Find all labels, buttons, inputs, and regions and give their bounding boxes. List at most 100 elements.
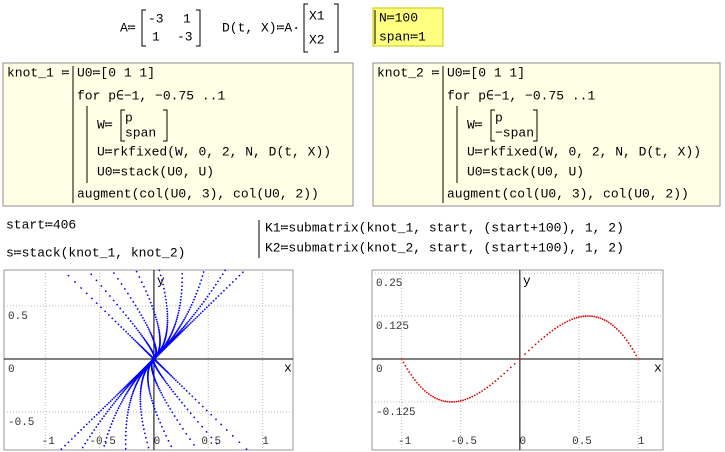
trace-dot xyxy=(116,303,119,306)
trace-dot xyxy=(194,295,197,298)
trace-dot xyxy=(139,333,142,336)
trace-dot xyxy=(611,324,614,327)
trace-dot xyxy=(168,373,171,376)
trace-dot xyxy=(593,315,596,318)
trace-dot xyxy=(210,413,213,416)
trace-dot xyxy=(444,400,447,403)
trace-dot xyxy=(187,320,190,323)
trace-dot xyxy=(402,361,405,364)
trace-dot xyxy=(193,319,195,321)
trace-dot xyxy=(556,326,559,328)
x-tick-label: 0 xyxy=(520,436,527,448)
trace-dot xyxy=(540,338,543,341)
trace-dot xyxy=(573,317,576,320)
trace-dot xyxy=(185,432,188,435)
trace-dot xyxy=(155,381,157,384)
math-text: W≔ xyxy=(97,117,113,132)
trace-dot xyxy=(159,274,162,277)
trace-dot xyxy=(123,389,126,392)
trace-dot xyxy=(112,299,115,302)
trace-dot xyxy=(187,311,190,313)
plot-trace xyxy=(400,315,640,403)
trace-dot xyxy=(166,317,169,320)
trace-dot xyxy=(160,391,162,394)
trace-dot xyxy=(135,270,138,273)
trace-dot xyxy=(70,438,73,440)
math-text: D(t, X)≔A· xyxy=(222,20,300,35)
trace-dot xyxy=(152,405,155,407)
trace-dot xyxy=(60,448,63,451)
trace-dot xyxy=(139,408,142,411)
trace-dot xyxy=(176,314,179,317)
trace-dot xyxy=(410,373,413,376)
trace-dot xyxy=(205,430,208,433)
trace-dot xyxy=(471,395,474,398)
trace-dot xyxy=(127,317,130,320)
x-tick-label: 0.5 xyxy=(572,436,592,448)
trace-dot xyxy=(129,334,132,337)
trace-dot xyxy=(503,372,506,375)
trace-dot xyxy=(184,327,187,330)
trace-dot xyxy=(155,382,158,385)
trace-dot xyxy=(139,396,142,399)
trace-dot xyxy=(228,284,231,286)
trace-dot xyxy=(193,416,196,419)
trace-dot xyxy=(101,417,104,420)
trace-dot xyxy=(217,295,220,297)
trace-dot xyxy=(139,405,142,408)
trace-dot xyxy=(121,388,124,391)
x-tick-label: 1 xyxy=(262,436,269,448)
trace-dot xyxy=(627,342,630,344)
trace-dot xyxy=(205,306,208,309)
trace-dot xyxy=(176,395,179,398)
trace-dot xyxy=(623,336,626,339)
trace-dot xyxy=(131,336,133,339)
trace-dot xyxy=(167,439,170,442)
math-text: span≔1 xyxy=(379,29,426,44)
trace-dot xyxy=(150,397,153,400)
trace-dot xyxy=(114,320,117,323)
trace-dot xyxy=(537,340,540,343)
trace-dot xyxy=(169,408,172,410)
trace-dot xyxy=(162,283,164,286)
trace-dot xyxy=(224,269,226,272)
trace-dot xyxy=(543,335,546,338)
trace-dot xyxy=(184,323,187,326)
trace-dot xyxy=(163,291,166,294)
trace-dot xyxy=(137,329,139,332)
trace-dot xyxy=(103,415,105,418)
trace-dot xyxy=(138,311,141,314)
trace-dot xyxy=(122,328,125,331)
y-tick-label: -0.5 xyxy=(8,417,34,429)
trace-dot xyxy=(208,292,211,295)
trace-dot xyxy=(114,400,117,403)
trace-dot xyxy=(469,396,471,399)
trace-dot xyxy=(110,423,113,425)
trace-dot xyxy=(185,326,188,328)
math-text: K2≔submatrix(knot_2, start, (start+100),… xyxy=(265,240,624,255)
math-text: augment(col(U0, 3), col(U0, 2)) xyxy=(447,186,689,201)
trace-dot xyxy=(128,388,131,390)
trace-dot xyxy=(127,389,130,392)
trace-dot xyxy=(190,317,192,320)
trace-dot xyxy=(179,304,181,307)
trace-dot xyxy=(139,394,142,397)
trace-dot xyxy=(210,436,213,439)
trace-dot xyxy=(129,296,132,299)
trace-dot xyxy=(134,304,137,307)
trace-dot xyxy=(155,318,158,321)
trace-dot xyxy=(144,436,147,439)
trace-dot xyxy=(119,393,122,396)
vector-cell: −span xyxy=(495,125,534,140)
trace-dot xyxy=(158,330,161,332)
trace-dot xyxy=(117,407,120,410)
trace-dot xyxy=(122,397,125,400)
trace-dot xyxy=(125,420,128,423)
trace-dot xyxy=(506,369,509,372)
trace-dot xyxy=(478,391,481,394)
trace-dot xyxy=(179,301,182,304)
trace-dot xyxy=(109,400,112,403)
trace-dot xyxy=(133,387,136,390)
trace-dot xyxy=(166,307,168,310)
trace-dot xyxy=(180,295,183,298)
